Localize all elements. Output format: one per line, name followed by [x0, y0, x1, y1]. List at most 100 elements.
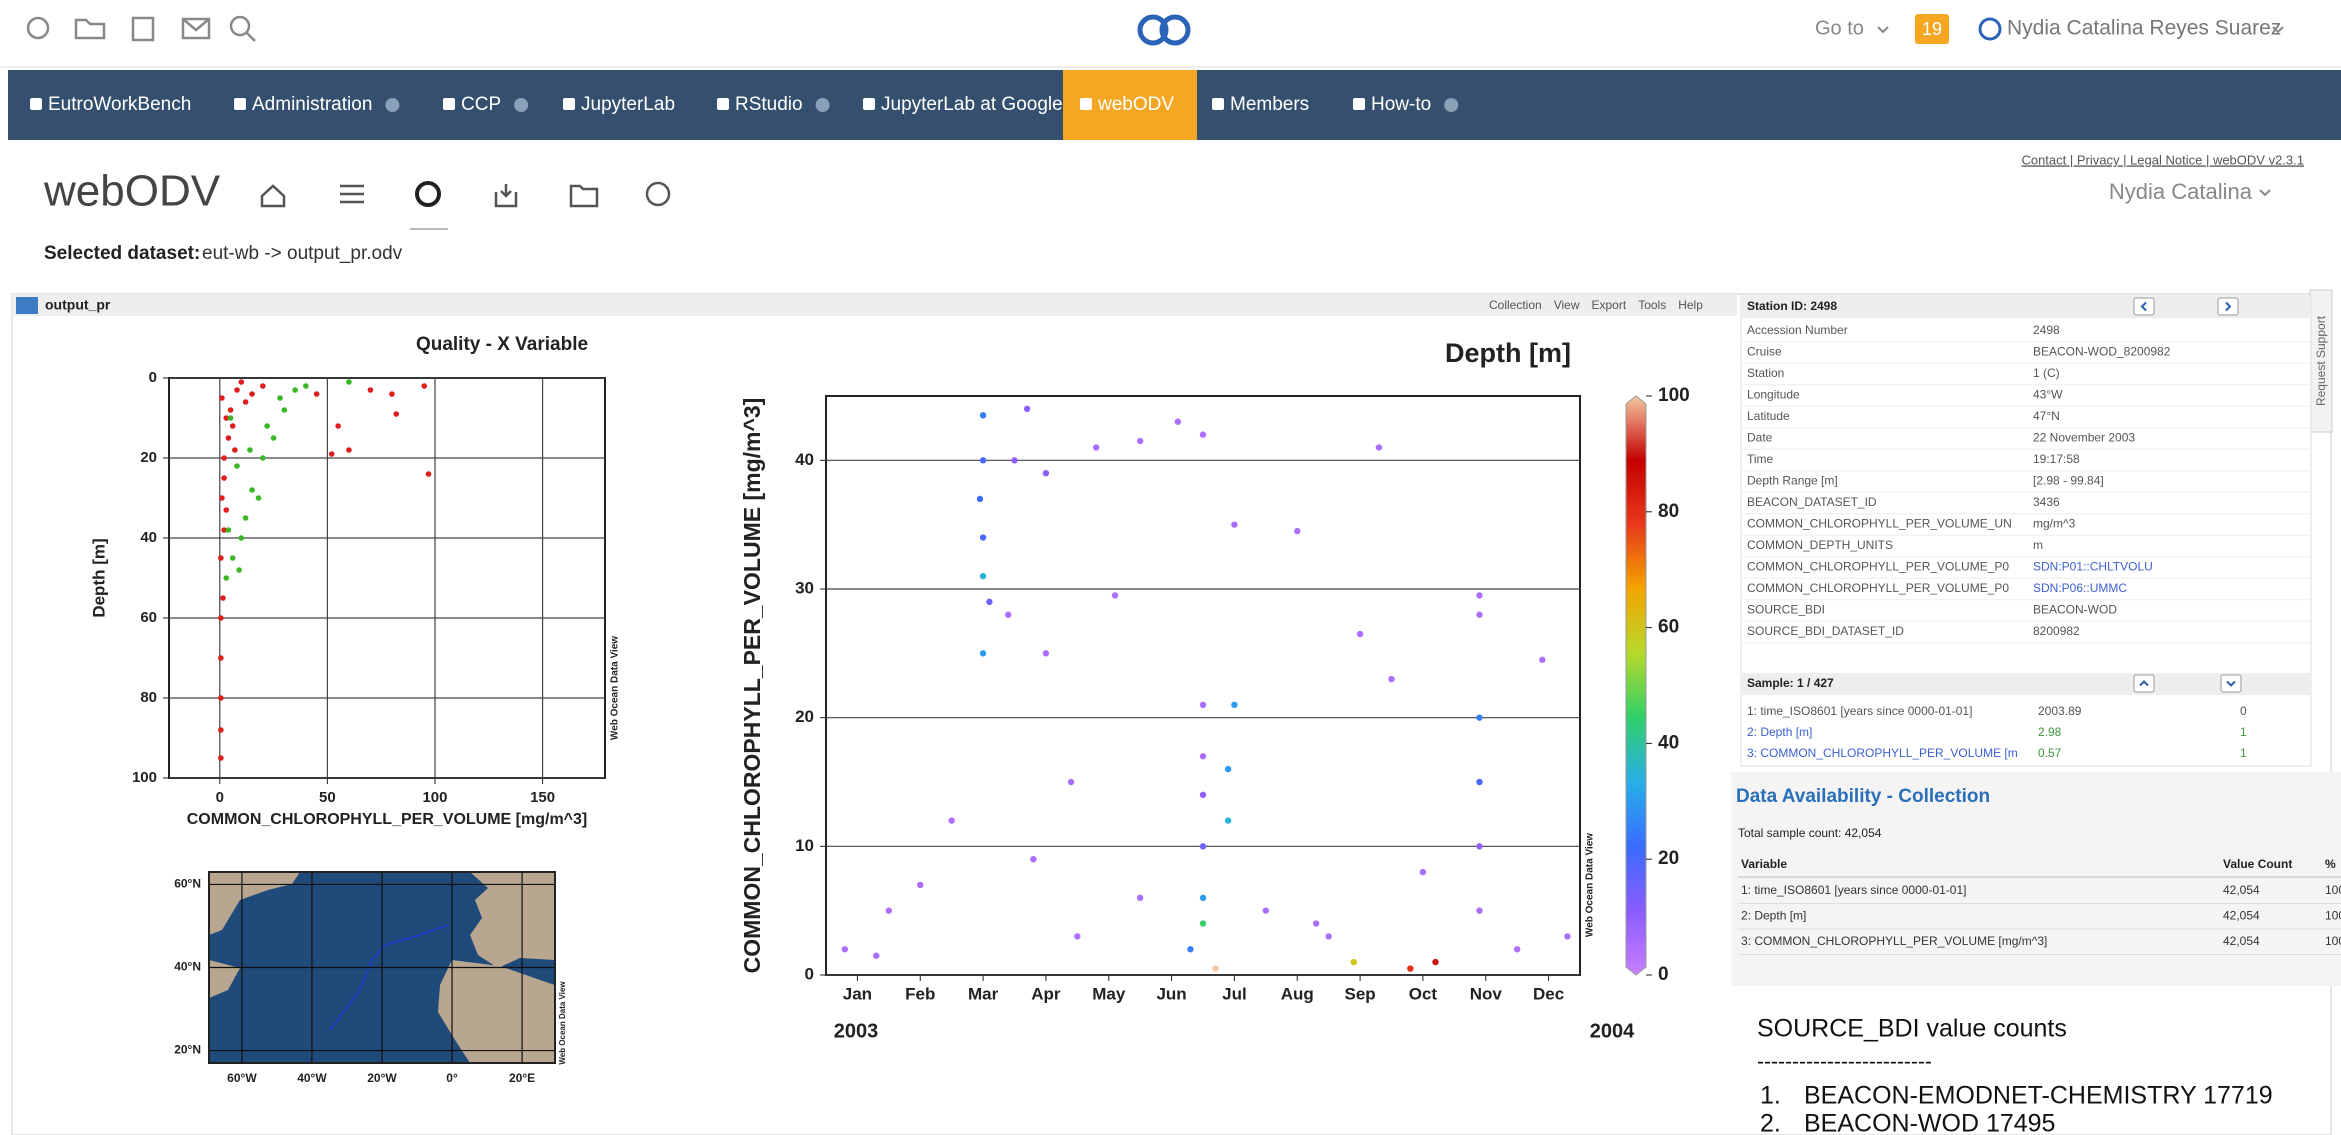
x-tick-label: Feb [905, 984, 935, 1003]
header-user[interactable]: Nydia Catalina [2109, 179, 2253, 204]
data-point [1175, 419, 1181, 425]
station-field: Longitude [1747, 388, 1800, 402]
data-point [1225, 766, 1231, 772]
menu-item[interactable]: Export [1592, 298, 1627, 312]
x-tick-label: 50 [319, 789, 336, 806]
user-menu[interactable]: Nydia Catalina Reyes Suarez [2007, 17, 2281, 40]
data-point [220, 595, 226, 601]
station-value: BEACON-WOD [2033, 603, 2117, 617]
x-tick-label: 40°W [297, 1071, 327, 1085]
icon-explore[interactable] [417, 183, 439, 205]
y-axis-label: COMMON_CHLOROPHYLL_PER_VOLUME [mg/m^3] [739, 398, 765, 974]
nav-dropdown[interactable] [385, 98, 399, 112]
app-icons [262, 183, 669, 206]
data-point [1388, 676, 1394, 682]
data-point [236, 567, 242, 573]
y-tick-label: 20 [795, 707, 814, 726]
table-header: % [2325, 857, 2336, 871]
request-support[interactable]: Request Support [2314, 315, 2328, 406]
nav-button[interactable] [2134, 675, 2154, 692]
nav-dropdown[interactable] [1444, 98, 1458, 112]
nav-item[interactable]: CCP [461, 94, 501, 115]
data-point [329, 451, 335, 457]
menu-item[interactable]: View [1554, 298, 1580, 312]
menu-item[interactable]: Collection [1489, 298, 1542, 312]
station-field: COMMON_CHLOROPHYLL_PER_VOLUME_UN [1747, 517, 2012, 531]
nav-button[interactable] [2134, 298, 2154, 315]
data-point [1005, 612, 1011, 618]
station-field: BEACON_DATASET_ID [1747, 495, 1877, 509]
data-point [218, 615, 224, 621]
data-point [393, 411, 399, 417]
x-tick-label: Nov [1470, 984, 1503, 1003]
icon-menu[interactable] [340, 186, 364, 202]
station-value: BEACON-WOD_8200982 [2033, 345, 2171, 359]
y-tick-label: 0 [149, 369, 157, 386]
data-point [221, 475, 227, 481]
icon-open[interactable] [571, 186, 597, 206]
x-tick-label: Aug [1281, 984, 1314, 1003]
nav-item[interactable]: Members [1230, 94, 1309, 115]
x-tick-label: Jan [843, 984, 872, 1003]
nav-item[interactable]: RStudio [735, 94, 803, 115]
data-point [977, 496, 983, 502]
nav-icon [443, 98, 455, 110]
nav-dropdown[interactable] [514, 98, 528, 112]
nav-item[interactable]: How-to [1371, 94, 1431, 115]
screen: Go to 19 Nydia Catalina Reyes Suarez Eut… [0, 0, 2341, 1135]
station-field: COMMON_CHLOROPHYLL_PER_VOLUME_P0 [1747, 581, 2009, 595]
year-label: 2003 [834, 1020, 879, 1042]
table-header: Variable [1741, 857, 1787, 871]
station-field: SOURCE_BDI_DATASET_ID [1747, 624, 1904, 638]
data-point [218, 727, 224, 733]
data-point [1024, 406, 1030, 412]
icon-import[interactable] [496, 184, 516, 206]
nav-button[interactable] [2218, 298, 2238, 315]
station-value[interactable]: SDN:P06::UMMC [2033, 581, 2127, 595]
x-axis-label: COMMON_CHLOROPHYLL_PER_VOLUME [mg/m^3] [187, 811, 587, 828]
list-item: BEACON-WOD 17495 [1804, 1110, 2055, 1135]
data-point [219, 495, 225, 501]
nav-icon [1353, 98, 1365, 110]
menu-item[interactable]: Tools [1638, 298, 1666, 312]
nav-item[interactable]: Administration [252, 94, 372, 115]
badge[interactable]: 19 [1922, 19, 1942, 39]
station-value[interactable]: SDN:P01::CHLTVOLU [2033, 560, 2153, 574]
data-point [1200, 753, 1206, 759]
data-point [264, 423, 270, 429]
goto-menu[interactable]: Go to [1815, 17, 1864, 39]
sample-title: Sample: 1 / 427 [1747, 676, 1834, 690]
data-point [346, 447, 352, 453]
nav-icon [563, 98, 575, 110]
nav-item[interactable]: webODV [1097, 94, 1174, 115]
data-point [219, 395, 225, 401]
nav-icon [234, 98, 246, 110]
nav-item[interactable]: EutroWorkBench [48, 94, 191, 115]
nav-button[interactable] [2221, 675, 2241, 692]
x-tick-label: Sep [1344, 984, 1375, 1003]
icon-help[interactable] [647, 183, 669, 205]
data-point [1043, 650, 1049, 656]
nav-item[interactable]: JupyterLab [581, 94, 675, 115]
colorbar-label: 40 [1658, 732, 1679, 753]
data-point [234, 463, 240, 469]
data-point [260, 455, 266, 461]
nav-dropdown[interactable] [816, 98, 830, 112]
data-point [1476, 592, 1482, 598]
y-tick-label: 60 [140, 609, 157, 626]
footer-links[interactable]: Contact | Privacy | Legal Notice | webOD… [2021, 152, 2304, 167]
icon-home[interactable] [262, 186, 284, 206]
data-point [948, 817, 954, 823]
x-tick-label: May [1092, 984, 1126, 1003]
data-point [232, 447, 238, 453]
data-point [886, 907, 892, 913]
station-field: Depth Range [m] [1747, 474, 1838, 488]
y-tick-label: 40°N [174, 960, 201, 974]
nav-item[interactable]: JupyterLab at Google [881, 94, 1063, 115]
year-label: 2004 [1590, 1020, 1635, 1042]
data-point [1476, 779, 1482, 785]
menu-item[interactable]: Help [1678, 298, 1703, 312]
list-item: BEACON-EMODNET-CHEMISTRY 17719 [1804, 1082, 2273, 1110]
colorbar-label: 100 [1658, 385, 1690, 406]
data-point [1137, 895, 1143, 901]
